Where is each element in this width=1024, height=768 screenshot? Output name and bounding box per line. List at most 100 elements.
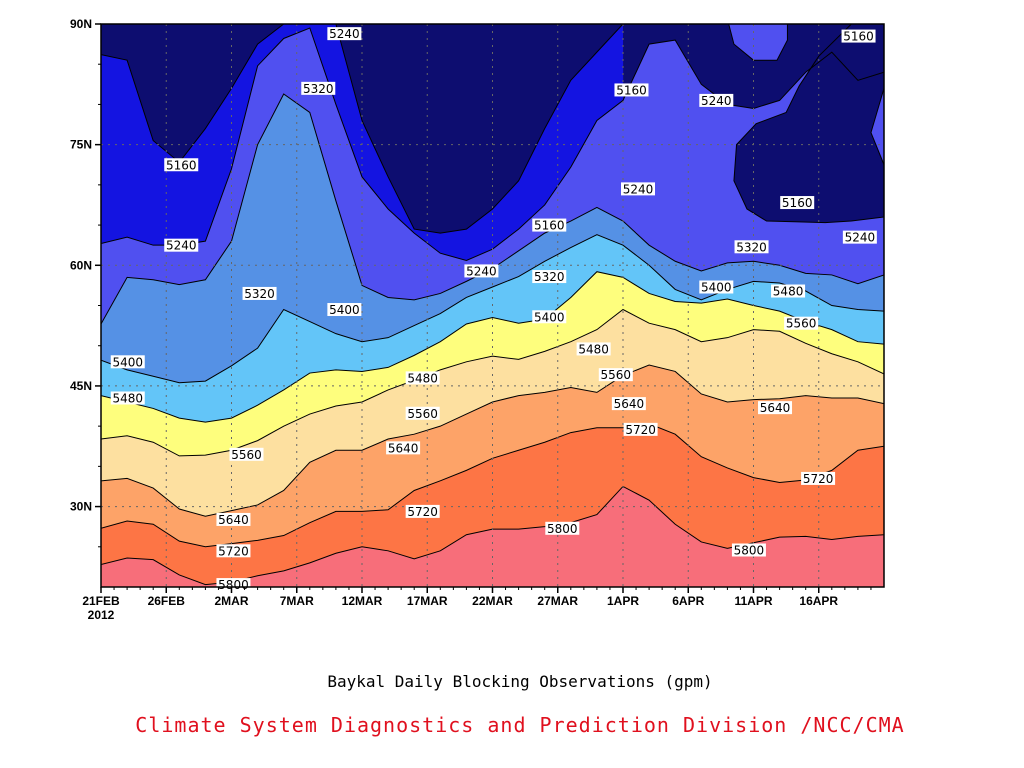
contour-label-5240: 5240 xyxy=(621,182,655,196)
contour-label-text: 5240 xyxy=(166,239,197,253)
y-tick-30N: 30N xyxy=(70,500,92,514)
x-tick-17MAR: 17MAR xyxy=(407,594,448,608)
contour-label-5640: 5640 xyxy=(216,512,251,527)
contour-label-text: 5160 xyxy=(166,158,197,172)
contour-label-text: 5320 xyxy=(736,240,767,254)
contour-label-5720: 5720 xyxy=(216,544,251,558)
contour-label-5400: 5400 xyxy=(699,280,734,295)
contour-label-text: 5160 xyxy=(843,30,874,44)
contour-label-text: 5480 xyxy=(578,342,609,356)
credit-line: Climate System Diagnostics and Predictio… xyxy=(135,713,905,737)
y-tick-45N: 45N xyxy=(70,379,92,393)
contour-label-5480: 5480 xyxy=(405,371,440,385)
contour-label-text: 5480 xyxy=(773,285,804,299)
contour-label-5560: 5560 xyxy=(229,447,264,462)
contour-label-text: 5720 xyxy=(625,423,656,437)
axes: 21FEB 26FEB 2MAR 7MAR 12MAR 17MAR 22MAR 27MAR 1A… xyxy=(70,17,872,622)
x-tick-7MAR: 7MAR xyxy=(280,594,314,608)
contour-label-text: 5160 xyxy=(782,196,813,210)
grid-lines xyxy=(101,24,884,587)
x-tick-26FEB: 26FEB xyxy=(148,594,186,608)
contour-label-text: 5400 xyxy=(112,355,143,369)
contour-line-5160 xyxy=(101,24,624,234)
contour-label-text: 5800 xyxy=(734,544,765,558)
contour-label-5240: 5240 xyxy=(464,264,499,278)
contour-label-5240: 5240 xyxy=(164,238,199,253)
contour-label-text: 5400 xyxy=(329,303,360,317)
contour-label-5640: 5640 xyxy=(611,397,646,411)
contour-label-text: 5640 xyxy=(218,513,249,527)
contour-label-text: 5240 xyxy=(466,264,497,278)
y-tick-60N: 60N xyxy=(70,258,92,272)
x-tick-1APR: 1APR xyxy=(607,594,639,608)
x-tick-16APR: 16APR xyxy=(799,594,838,608)
island-outline-0 xyxy=(728,24,788,61)
island-5240-0 xyxy=(728,24,788,61)
x-year-label: 2012 xyxy=(88,608,115,622)
chart-subtitle: Baykal Daily Blocking Observations (gpm) xyxy=(327,672,713,691)
contour-label-5400: 5400 xyxy=(532,310,567,324)
contour-label-5640: 5640 xyxy=(758,401,793,415)
contour-label-text: 5800 xyxy=(547,522,578,536)
contour-line-5400 xyxy=(101,234,884,384)
contour-label-text: 5560 xyxy=(601,368,632,382)
contour-label-text: 5240 xyxy=(329,27,360,41)
contour-label-text: 5400 xyxy=(701,281,732,295)
contour-label-5560: 5560 xyxy=(405,406,440,421)
contour-label-text: 5240 xyxy=(701,94,732,108)
contour-label-text: 5720 xyxy=(803,472,834,486)
x-tick-22MAR: 22MAR xyxy=(472,594,513,608)
contour-label-text: 5720 xyxy=(218,544,249,558)
contour-label-5640: 5640 xyxy=(386,441,421,455)
contour-label-text: 5320 xyxy=(534,270,565,284)
contour-label-text: 5240 xyxy=(623,182,654,196)
contour-label-text: 5160 xyxy=(534,219,565,233)
contour-label-5320: 5320 xyxy=(532,270,567,284)
island-outline-1 xyxy=(733,24,884,224)
x-tick-21FEB: 21FEB xyxy=(82,594,120,608)
contour-label-text: 5560 xyxy=(231,448,262,462)
contour-label-text: 5400 xyxy=(534,310,565,324)
contour-label-5160: 5160 xyxy=(841,29,876,44)
contour-label-5240: 5240 xyxy=(327,27,362,41)
contour-label-text: 5480 xyxy=(407,371,438,385)
contour-label-5400: 5400 xyxy=(110,355,145,369)
contour-label-5560: 5560 xyxy=(598,368,633,382)
contour-label-5160: 5160 xyxy=(164,158,199,172)
contour-label-text: 5160 xyxy=(616,83,647,97)
x-tick-12MAR: 12MAR xyxy=(342,594,383,608)
y-tick-90N: 90N xyxy=(70,17,92,31)
y-tick-75N: 75N xyxy=(70,138,92,152)
contour-label-text: 5800 xyxy=(218,578,249,592)
contour-label-5320: 5320 xyxy=(242,286,277,301)
contour-label-text: 5720 xyxy=(407,505,438,519)
x-tick-27MAR: 27MAR xyxy=(537,594,578,608)
contour-chart: 5800 5720 5640 5560 5480 5400 5320 5240 5160 5320… xyxy=(70,17,885,622)
contour-label-text: 5560 xyxy=(786,317,817,331)
contour-label-5720: 5720 xyxy=(405,504,440,519)
x-tick-6APR: 6APR xyxy=(672,594,704,608)
contour-label-text: 5240 xyxy=(845,231,876,245)
contour-label-5720: 5720 xyxy=(623,422,658,437)
x-tick-2MAR: 2MAR xyxy=(214,594,248,608)
contour-label-5480: 5480 xyxy=(110,391,145,405)
contour-label-5400: 5400 xyxy=(327,303,362,317)
contour-label-text: 5640 xyxy=(760,401,791,415)
contour-label-5480: 5480 xyxy=(576,342,611,356)
contour-labels: 5800 5720 5640 5560 5480 5400 5320 5240 5160 5320… xyxy=(110,27,877,592)
contour-label-5320: 5320 xyxy=(301,81,336,96)
contour-label-5240: 5240 xyxy=(842,230,877,245)
contour-label-5320: 5320 xyxy=(734,240,769,254)
contour-label-5560: 5560 xyxy=(784,316,819,331)
contour-label-5720: 5720 xyxy=(801,471,836,486)
contour-label-5160: 5160 xyxy=(780,196,815,210)
contour-label-text: 5320 xyxy=(303,82,334,96)
contour-label-text: 5640 xyxy=(388,441,419,455)
contour-label-text: 5640 xyxy=(614,397,645,411)
contour-label-5480: 5480 xyxy=(771,284,806,299)
contour-label-text: 5480 xyxy=(112,391,143,405)
contour-label-text: 5320 xyxy=(244,287,275,301)
island-lt5160-1 xyxy=(733,24,884,223)
x-tick-11APR: 11APR xyxy=(734,594,772,608)
contour-label-5800: 5800 xyxy=(216,578,251,592)
